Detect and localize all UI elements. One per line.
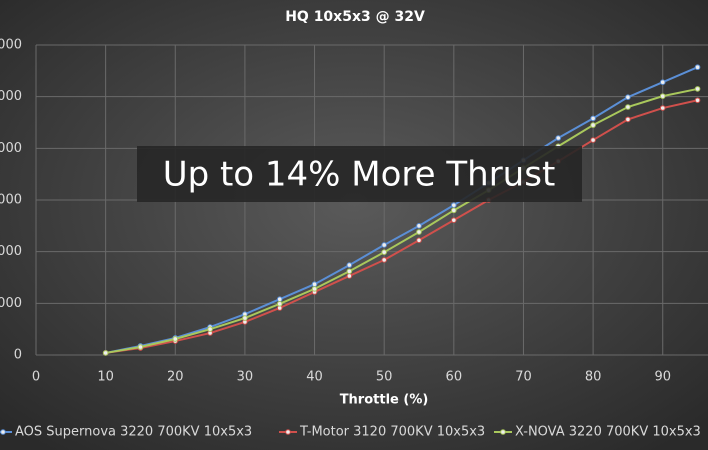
x-tick-label: 40 — [306, 370, 323, 385]
y-tick-label: 3000 — [0, 193, 22, 208]
legend-marker — [0, 429, 6, 435]
point — [276, 296, 283, 303]
point — [659, 79, 666, 85]
legend-marker — [285, 429, 291, 435]
banner — [137, 146, 582, 202]
point — [346, 262, 353, 268]
point — [659, 93, 666, 99]
x-tick-label: 30 — [237, 370, 254, 385]
point — [694, 86, 701, 92]
x-tick-label: 90 — [654, 370, 671, 385]
chart-title: HQ 10x5x3 @ 32V — [285, 9, 425, 25]
x-tick-label: 80 — [585, 370, 602, 385]
x-tick-label: 0 — [32, 370, 40, 385]
x-tick-label: 70 — [515, 370, 532, 385]
point — [590, 137, 596, 143]
y-tick-label: 5000 — [0, 89, 22, 104]
legend-marker — [500, 429, 506, 435]
point — [102, 350, 109, 356]
point — [311, 281, 318, 288]
point — [416, 223, 422, 229]
point — [207, 326, 213, 332]
legend-label: X-NOVA 3220 700KV 10x5x3 — [515, 425, 701, 440]
point — [137, 344, 144, 350]
y-tick-label: 0 — [14, 348, 22, 363]
legend-label: AOS Supernova 3220 700KV 10x5x3 — [15, 425, 252, 440]
point — [242, 315, 248, 321]
point — [381, 242, 387, 248]
point — [451, 202, 457, 208]
point — [555, 135, 562, 141]
x-tick-label: 50 — [376, 370, 393, 385]
series-line — [105, 66, 698, 354]
point — [694, 97, 701, 104]
annotation: Up to 14% More Thrust — [163, 155, 556, 195]
y-tick-label: 1000 — [0, 296, 22, 311]
y-tick-label: 6000 — [0, 38, 22, 53]
point — [451, 207, 457, 214]
point — [625, 116, 631, 123]
series-line — [105, 99, 698, 354]
point — [416, 237, 422, 244]
point — [346, 268, 353, 275]
point — [381, 257, 387, 263]
series-line — [105, 87, 698, 354]
point — [346, 273, 353, 279]
point — [276, 301, 283, 307]
point — [590, 122, 596, 128]
point — [590, 115, 596, 122]
x-axis-title: Throttle (%) — [340, 393, 429, 408]
point — [416, 229, 422, 235]
point — [381, 249, 387, 255]
point — [172, 336, 179, 342]
x-tick-label: 20 — [167, 370, 184, 385]
point — [451, 217, 457, 223]
point — [659, 105, 666, 111]
x-tick-label: 60 — [446, 370, 463, 385]
legend-label: T-Motor 3120 700KV 10x5x3 — [299, 425, 485, 440]
point — [625, 104, 631, 110]
point — [311, 286, 318, 292]
point — [625, 94, 631, 100]
x-tick-label: 10 — [97, 370, 114, 385]
point — [694, 64, 701, 71]
y-tick-label: 2000 — [0, 244, 22, 259]
y-tick-label: 4000 — [0, 141, 22, 156]
